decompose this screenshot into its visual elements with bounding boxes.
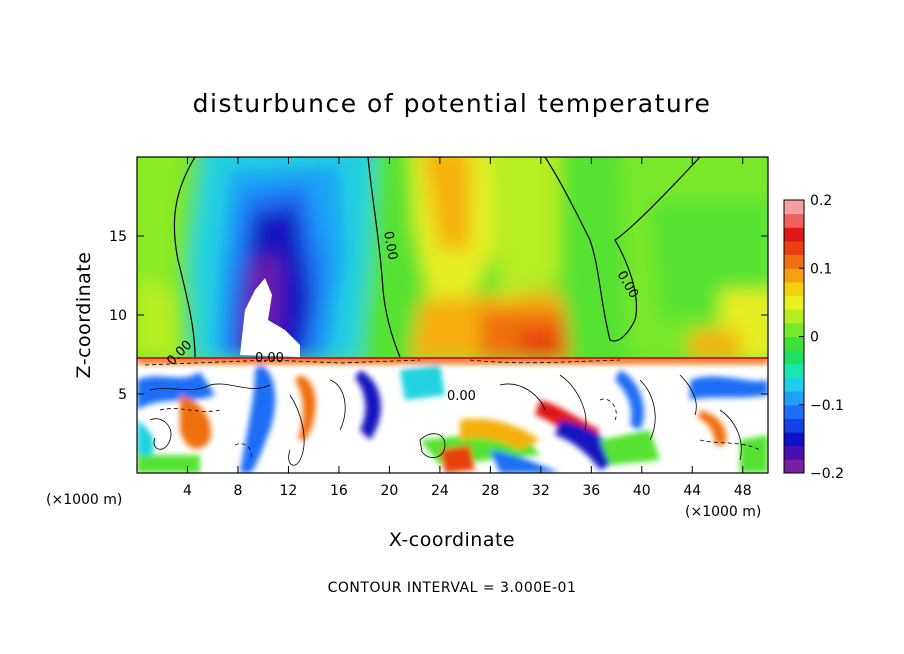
colorbar-swatch — [784, 377, 804, 392]
colorbar-swatch — [784, 404, 804, 419]
colorbar-swatch — [784, 350, 804, 365]
colorbar-tick-label: 0.2 — [810, 193, 832, 209]
y-tick-label: 10 — [109, 308, 127, 324]
x-tick-label: 16 — [330, 483, 348, 499]
colorbar-swatch — [784, 213, 804, 228]
plot-area — [137, 157, 768, 473]
y-axis-label: Z-coordinate — [73, 252, 95, 379]
colorbar-frame — [783, 199, 805, 474]
upper-field — [137, 157, 768, 357]
y-tick-label: 15 — [109, 229, 127, 245]
colorbar-tick-label: 0.1 — [810, 261, 832, 277]
x-tick-label: 28 — [481, 483, 499, 499]
lower-field — [137, 357, 768, 473]
colorbar-swatch — [784, 336, 804, 351]
contour-interval-note: CONTOUR INTERVAL = 3.000E-01 — [328, 580, 577, 596]
colorbar-swatch — [784, 227, 804, 242]
y-tick-label: 5 — [118, 387, 127, 403]
x-tick-label: 20 — [380, 483, 398, 499]
colorbar-swatch — [784, 445, 804, 460]
x-tick-label: 44 — [683, 483, 701, 499]
colorbar-tick-label: −0.2 — [810, 466, 844, 482]
colorbar-swatch — [784, 432, 804, 447]
colorbar-swatch — [784, 309, 804, 324]
x-unit-left: (×1000 m) — [46, 492, 122, 508]
contour-label: 0.00 — [447, 389, 476, 404]
colorbar-swatch — [784, 254, 804, 269]
colorbar-swatch — [784, 268, 804, 283]
x-tick-label: 48 — [734, 483, 752, 499]
colorbar-swatch — [784, 459, 804, 474]
x-tick-label: 32 — [532, 483, 550, 499]
colorbar-swatch — [784, 391, 804, 406]
x-tick-label: 12 — [280, 483, 298, 499]
contour-label: 0.00 — [380, 230, 400, 261]
x-unit-right: (×1000 m) — [685, 504, 761, 520]
colorbar-swatch — [784, 281, 804, 297]
colorbar-swatch — [784, 418, 804, 433]
chart-title: disturbunce of potential temperature — [193, 89, 712, 118]
x-axis: 4 8 12 16 20 24 28 32 36 40 44 48 — [183, 157, 752, 499]
x-tick-label: 8 — [233, 483, 242, 499]
contour-label: 0.00 — [255, 351, 284, 366]
colorbar-swatch — [784, 295, 804, 310]
x-tick-label: 40 — [633, 483, 651, 499]
x-tick-label: 4 — [183, 483, 192, 499]
colorbar-tick-label: 0 — [810, 330, 819, 346]
x-tick-label: 24 — [431, 483, 449, 499]
colorbar-swatch — [784, 200, 804, 215]
colorbar-swatch — [784, 240, 804, 256]
colorbar-tick-label: −0.1 — [810, 398, 844, 414]
colorbar: 0.2 0.1 0 −0.1 −0.2 — [784, 193, 844, 482]
x-tick-label: 36 — [582, 483, 600, 499]
colorbar-swatch — [784, 363, 804, 378]
y-axis: 5 10 15 — [109, 229, 768, 403]
x-axis-label: X-coordinate — [389, 529, 515, 551]
colorbar-swatch — [784, 322, 804, 337]
